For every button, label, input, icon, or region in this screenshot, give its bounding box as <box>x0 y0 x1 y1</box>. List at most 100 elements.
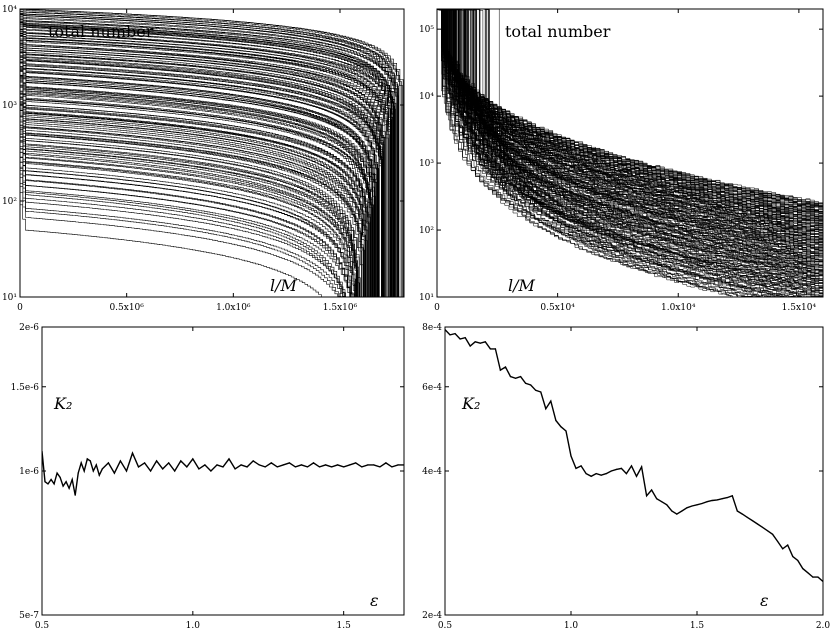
data-point <box>701 502 703 505</box>
data-point <box>288 462 290 464</box>
data-point <box>44 481 46 483</box>
data-point <box>222 466 224 468</box>
data-point <box>802 568 804 570</box>
data-point <box>300 464 302 466</box>
y-tick-label: 8e-4 <box>422 323 442 333</box>
series-line <box>20 183 344 297</box>
x-tick-label: 1.0 <box>564 621 579 630</box>
series-line <box>20 36 392 297</box>
data-point <box>150 470 152 472</box>
data-point <box>180 460 182 462</box>
data-point <box>331 466 333 468</box>
data-point <box>80 462 82 464</box>
data-point <box>306 466 309 468</box>
x-tick-label: 0.5 <box>438 621 453 630</box>
data-point <box>144 462 146 464</box>
series-line <box>20 93 372 297</box>
data-point <box>812 576 814 578</box>
series-line <box>20 66 375 297</box>
series-line <box>20 57 383 297</box>
panel-bottom-right-ylabel: K₂ <box>461 394 480 413</box>
data-point <box>325 464 327 466</box>
series-line <box>20 84 372 297</box>
series-line <box>455 9 823 282</box>
series-line <box>20 51 383 297</box>
data-point <box>71 478 73 481</box>
series-line <box>20 140 355 297</box>
series-line <box>20 156 351 297</box>
data-point <box>216 464 218 466</box>
x-tick-label: 1.0 <box>186 621 201 630</box>
series-line <box>20 52 380 297</box>
x-tick-label: 0.5x10⁶ <box>109 303 144 313</box>
data-point <box>379 466 381 468</box>
series-line <box>443 9 823 293</box>
series-line <box>20 29 389 297</box>
data-point <box>89 460 91 462</box>
panel-top-left-xlabel: l/M <box>270 276 298 295</box>
y-tick-label: 10³ <box>2 101 17 111</box>
series-line <box>20 74 375 297</box>
panel-top-right-ticks: 0 0.5x10⁴ 1.0x10⁴ 1.5x10⁴ 10¹ 10² 10³ 10⁴ 10⁵ <box>419 9 823 313</box>
series-line <box>20 46 384 297</box>
data-point <box>706 501 708 503</box>
data-point <box>449 334 451 336</box>
series-line <box>20 103 369 297</box>
series-line <box>20 35 392 297</box>
series-line <box>20 94 371 297</box>
data-point <box>367 464 369 466</box>
panel-top-right-annotation: total number <box>505 22 611 41</box>
series-line <box>20 38 392 297</box>
data-point <box>264 466 266 468</box>
data-point <box>349 464 351 466</box>
series-line <box>20 146 357 297</box>
data-point <box>787 544 789 546</box>
data-point <box>337 464 339 466</box>
data-point <box>605 473 607 475</box>
series-line <box>20 177 346 297</box>
data-point <box>252 460 254 462</box>
data-point <box>318 466 321 468</box>
series-line <box>20 101 368 297</box>
data-point <box>666 504 668 506</box>
series-line <box>20 105 366 297</box>
data-point <box>782 548 784 550</box>
data-point <box>686 507 688 509</box>
series-line <box>441 9 820 297</box>
series-line <box>20 114 365 297</box>
data-point <box>276 466 278 468</box>
data-point <box>355 462 357 464</box>
panel-top-right-series <box>437 9 823 297</box>
data-point <box>555 419 557 422</box>
series-line <box>437 9 823 204</box>
data-point <box>635 475 638 477</box>
series-line <box>441 9 823 252</box>
series-line <box>20 61 383 297</box>
data-point <box>42 450 43 452</box>
data-point <box>464 337 466 339</box>
x-tick-label: 1.0x10⁴ <box>661 303 696 313</box>
data-point <box>489 348 491 350</box>
data-point <box>731 495 733 497</box>
data-point <box>595 473 597 475</box>
series-line <box>438 9 823 270</box>
series-line <box>20 75 373 297</box>
data-point <box>646 495 648 497</box>
y-tick-label: 10¹ <box>419 293 434 303</box>
panel-top-left-series <box>20 9 404 297</box>
y-tick-label: 10³ <box>419 159 434 169</box>
data-point <box>192 458 194 460</box>
series-line <box>20 116 362 297</box>
data-point <box>590 475 592 477</box>
data-point <box>570 455 572 457</box>
y-tick-label: 1.5e-6 <box>11 383 40 393</box>
data-point <box>676 513 678 515</box>
panel-top-right-frame <box>436 8 824 298</box>
data-point <box>50 478 52 481</box>
series-line <box>445 9 823 284</box>
data-point <box>282 464 284 466</box>
data-point <box>575 467 577 469</box>
data-point <box>397 464 399 466</box>
series-line <box>20 104 365 297</box>
data-point <box>53 483 55 485</box>
